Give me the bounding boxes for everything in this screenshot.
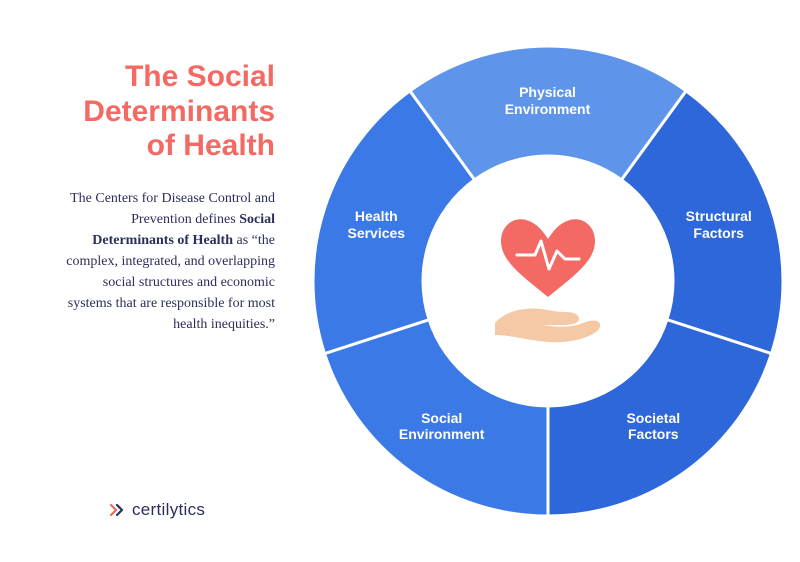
donut-chart: PhysicalEnvironment StructuralFactors So… bbox=[298, 31, 798, 531]
heart-hand-icon bbox=[483, 211, 613, 351]
title-line-3: of Health bbox=[147, 129, 275, 162]
logo-mark-icon bbox=[108, 501, 126, 519]
center-icon bbox=[468, 201, 628, 361]
title-line-2: Determinants bbox=[83, 95, 275, 128]
brand-logo: certilytics bbox=[108, 500, 205, 520]
right-column: PhysicalEnvironment StructuralFactors So… bbox=[295, 0, 800, 562]
infographic-root: The Social Determinants of Health The Ce… bbox=[0, 0, 800, 562]
logo-text: certilytics bbox=[132, 500, 205, 520]
left-column: The Social Determinants of Health The Ce… bbox=[0, 0, 295, 562]
main-title: The Social Determinants of Health bbox=[30, 60, 275, 164]
title-line-1: The Social bbox=[125, 60, 275, 93]
description-text: The Centers for Disease Control and Prev… bbox=[30, 188, 275, 335]
